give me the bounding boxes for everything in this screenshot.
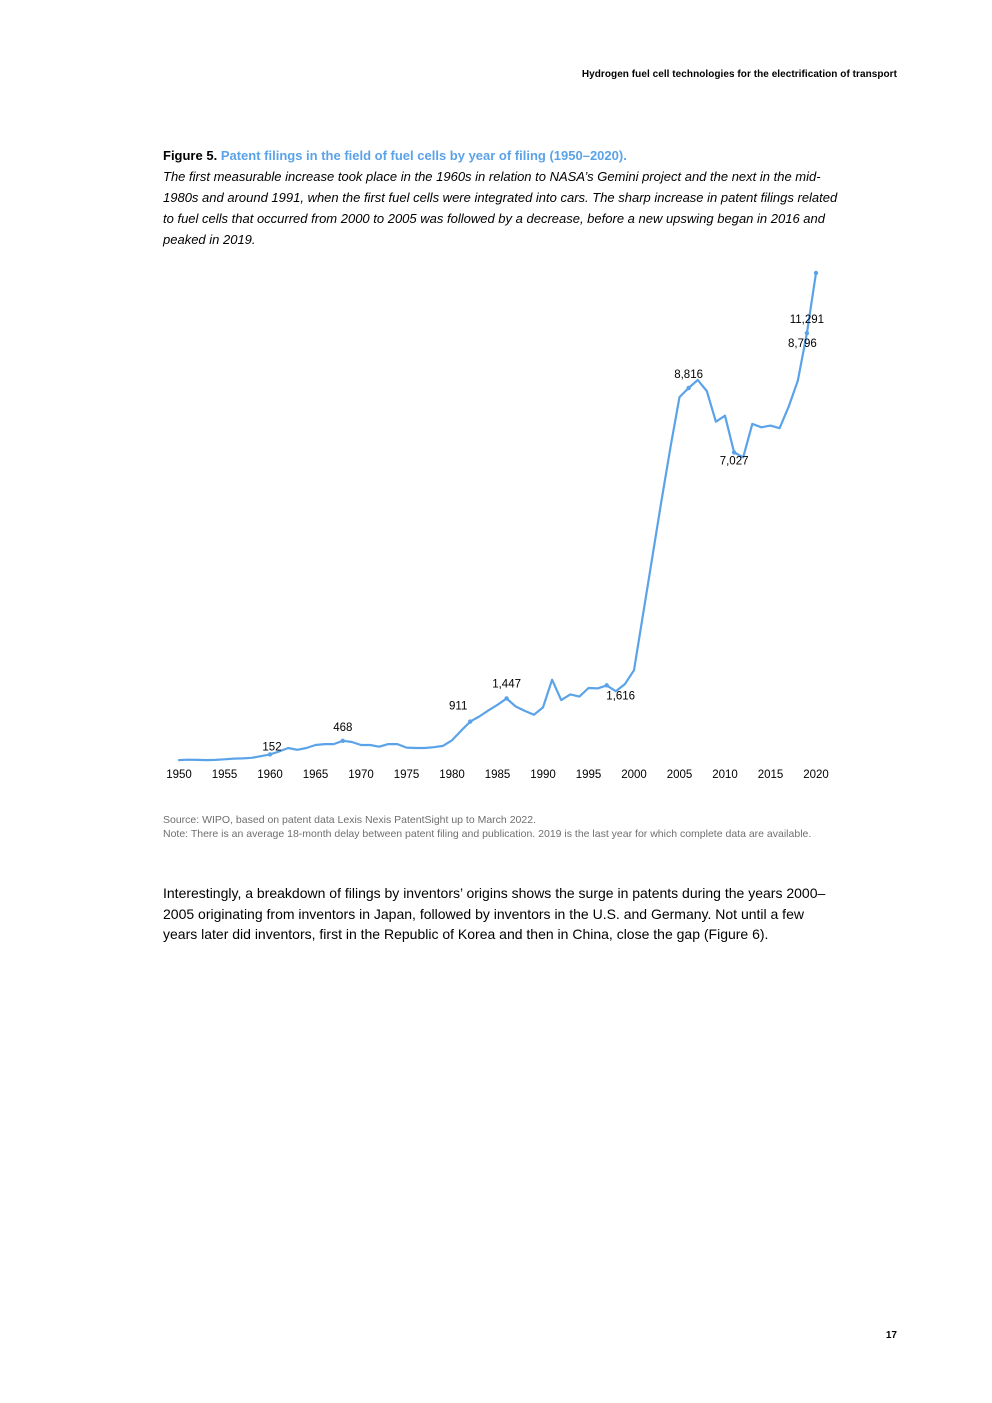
x-tick-label: 2015 xyxy=(758,769,784,781)
x-tick-label: 2010 xyxy=(712,769,738,781)
x-tick-label: 1990 xyxy=(530,769,556,781)
body-paragraph: Interestingly, a breakdown of filings by… xyxy=(163,885,826,942)
data-point-marker xyxy=(504,696,509,701)
x-tick-label: 1950 xyxy=(166,769,192,781)
data-label: 911 xyxy=(449,701,467,713)
data-point-marker xyxy=(267,752,273,757)
x-tick-label: 1980 xyxy=(439,769,465,781)
data-label: 8,816 xyxy=(674,369,703,381)
figure-title-text: Patent filings in the field of fuel cell… xyxy=(220,148,627,163)
x-tick-label: 1965 xyxy=(303,769,329,781)
patent-filings-chart: 1950 1955 1960 1965 1970 1975 1980 1985 1990 1995… xyxy=(166,270,829,781)
data-point-marker xyxy=(340,738,345,743)
x-tick-label: 2020 xyxy=(803,769,829,781)
x-tick-label: 2000 xyxy=(621,769,647,781)
x-tick-label: 1970 xyxy=(348,769,374,781)
source-line: Source: WIPO, based on patent data Lexis… xyxy=(163,814,536,826)
data-point-marker xyxy=(604,683,609,688)
data-point-marker xyxy=(731,450,737,455)
data-label: 11,291 xyxy=(790,314,824,326)
data-label: 8,796 xyxy=(788,338,817,350)
series-layer xyxy=(177,271,818,762)
data-point-marker xyxy=(813,270,819,276)
x-tick-label: 1960 xyxy=(257,769,283,781)
data-label: 1,447 xyxy=(492,678,521,690)
series-line xyxy=(177,271,818,762)
data-label: 1,616 xyxy=(606,690,635,702)
running-header: Hydrogen fuel cell technologies for the … xyxy=(581,69,897,80)
x-tick-label: 1975 xyxy=(394,769,420,781)
data-label: 468 xyxy=(333,722,352,734)
source-note: Source: WIPO, based on patent data Lexis… xyxy=(163,813,833,841)
page-number: 17 xyxy=(885,1330,897,1341)
x-tick-label: 1995 xyxy=(576,769,602,781)
x-axis-ticks: 1950 1955 1960 1965 1970 1975 1980 1985 1990 1995… xyxy=(166,769,829,781)
data-point-marker xyxy=(686,385,691,391)
data-labels: 152 468 911 1,447 1,616 8,816 7,027 11,291 8,796 xyxy=(262,270,824,757)
data-point-marker xyxy=(804,330,810,336)
figure-label: Figure 5. xyxy=(163,148,218,163)
x-tick-label: 1955 xyxy=(212,769,238,781)
figure-description: The first measurable increase took place… xyxy=(163,169,838,247)
figure-title: Figure 5. Patent filings in the field of… xyxy=(163,147,843,164)
data-label: 152 xyxy=(262,741,281,753)
note-line: Note: There is an average 18-month delay… xyxy=(163,828,812,840)
data-point-marker xyxy=(468,719,473,724)
data-label: 7,027 xyxy=(720,455,749,467)
x-tick-label: 2005 xyxy=(667,769,693,781)
x-tick-label: 1985 xyxy=(485,769,511,781)
